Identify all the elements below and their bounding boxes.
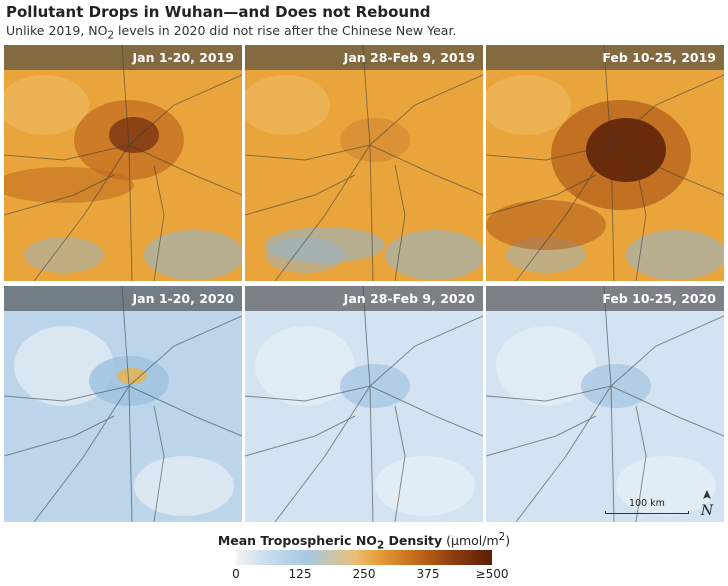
map-panel: Jan 1-20, 2020 <box>4 286 242 522</box>
map-panel: Feb 10-25, 2019 <box>486 45 724 281</box>
north-arrow-icon: N <box>700 490 714 519</box>
legend-title: Mean Tropospheric NO2 Density (μmol/m2) <box>0 531 728 552</box>
legend-tick-label: 125 <box>288 567 312 581</box>
panel-label: Jan 1-20, 2020 <box>4 286 242 311</box>
panel-label: Jan 1-20, 2019 <box>4 45 242 70</box>
map-panel: Jan 28-Feb 9, 2019 <box>245 45 483 281</box>
map-panel: Jan 28-Feb 9, 2020 <box>245 286 483 522</box>
scale-bar: 100 km <box>603 498 691 516</box>
no2-map <box>486 45 724 281</box>
map-panel: Jan 1-20, 2019 <box>4 45 242 281</box>
legend-colorbar <box>236 550 492 565</box>
panel-label: Jan 28-Feb 9, 2020 <box>245 286 483 311</box>
legend-units: (μmol/m2) <box>446 531 511 549</box>
panel-label: Feb 10-25, 2020 <box>486 286 724 311</box>
legend-title-subscript: 2 <box>376 539 385 552</box>
map-title: Pollutant Drops in Wuhan—and Does not Re… <box>6 3 431 21</box>
scale-bar-line <box>605 511 689 514</box>
panel-label: Jan 28-Feb 9, 2019 <box>245 45 483 70</box>
no2-map <box>4 45 242 281</box>
scale-bar-label: 100 km <box>629 498 665 509</box>
map-subtitle: Unlike 2019, NO2 levels in 2020 did not … <box>6 23 457 42</box>
legend-tick-label: 0 <box>232 567 240 581</box>
legend-tick-label: 375 <box>416 567 440 581</box>
no2-map <box>245 286 483 522</box>
panel-label: Feb 10-25, 2019 <box>486 45 724 70</box>
no2-map <box>486 286 724 522</box>
legend-tick-label: 250 <box>352 567 376 581</box>
legend-tick-label: ≥500 <box>475 567 509 581</box>
map-panel: Feb 10-25, 2020 <box>486 286 724 522</box>
legend-title-text: Mean Tropospheric NO <box>217 533 377 549</box>
north-label: N <box>700 503 714 519</box>
no2-map <box>245 45 483 281</box>
no2-map <box>4 286 242 522</box>
legend-title-suffix: Density <box>384 533 443 549</box>
